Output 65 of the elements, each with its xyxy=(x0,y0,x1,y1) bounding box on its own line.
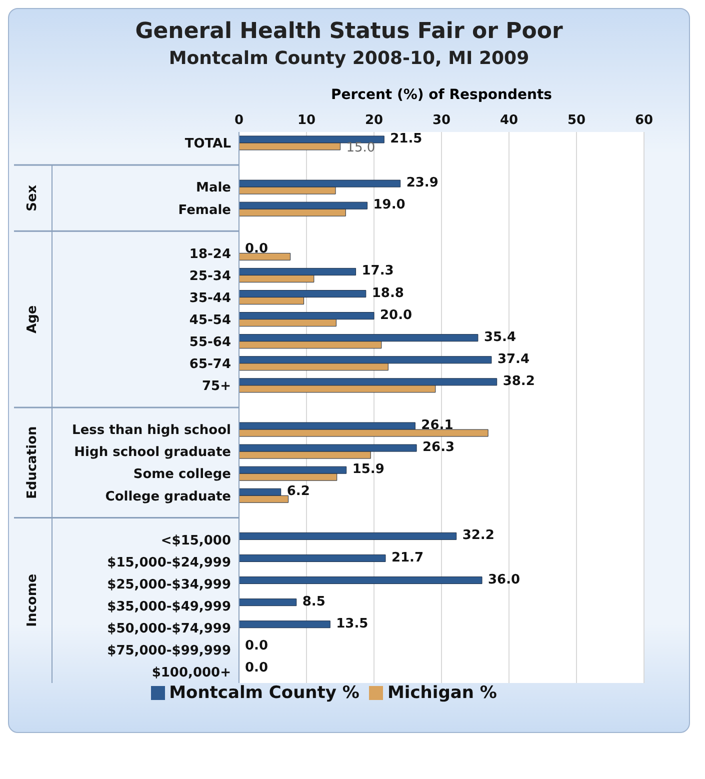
y-tick-label: $35,000-$49,999 xyxy=(107,599,231,614)
text: Education xyxy=(25,426,40,499)
y-tick-label: $25,000-$34,999 xyxy=(107,577,231,592)
y-tick-label: $75,000-$99,999 xyxy=(107,644,231,659)
y-tick-label: Less than high school xyxy=(72,423,231,438)
bar xyxy=(239,532,457,540)
x-tick-label: 0 xyxy=(234,113,244,128)
x-tick-label: 50 xyxy=(567,113,586,128)
bar xyxy=(239,554,386,562)
data-label: 20.0 xyxy=(380,308,412,323)
data-label: 15.9 xyxy=(352,462,384,478)
y-tick-label: 75+ xyxy=(202,379,231,394)
x-axis-title: Percent (%) of Respondents xyxy=(330,87,553,103)
data-label: 6.2 xyxy=(286,484,310,500)
x-tick-label: 40 xyxy=(500,113,518,128)
data-label: 15.0 xyxy=(346,140,376,156)
y-tick-label: Male xyxy=(196,180,232,196)
chart-subtitle: Montcalm County 2008-10, MI 2009 xyxy=(168,48,530,69)
data-label: 18.8 xyxy=(372,286,404,301)
bar xyxy=(239,620,330,628)
data-label: 13.5 xyxy=(336,616,368,632)
bar xyxy=(239,252,291,260)
data-label: 37.4 xyxy=(497,352,530,367)
x-tick-label: 20 xyxy=(364,113,384,128)
data-label: 35.4 xyxy=(484,330,516,345)
bar xyxy=(239,598,297,606)
y-tick-label: 18-24 xyxy=(189,246,231,262)
x-tick-label: 60 xyxy=(634,113,654,128)
y-tick-label: $100,000+ xyxy=(152,666,231,681)
y-tick-label: 45-54 xyxy=(189,312,231,328)
bar xyxy=(239,576,482,584)
y-tick-label: 65-74 xyxy=(189,357,231,372)
legend-label: Michigan % xyxy=(387,683,497,703)
y-tick-label: $15,000-$24,999 xyxy=(107,555,231,570)
y-tick-label: $50,000-$74,999 xyxy=(107,622,231,637)
chart-title: General Health Status Fair or Poor xyxy=(134,19,564,44)
data-label: 17.3 xyxy=(362,264,394,279)
y-tick-label: 55-64 xyxy=(189,334,231,350)
data-label: 21.7 xyxy=(391,550,424,566)
data-label: 0.0 xyxy=(245,638,268,654)
data-label: 23.9 xyxy=(406,176,438,191)
data-label: 36.0 xyxy=(488,572,520,588)
text: Age xyxy=(25,305,40,334)
y-tick-label: TOTAL xyxy=(184,136,231,152)
data-label: 32.2 xyxy=(462,528,494,544)
data-label: 21.5 xyxy=(390,132,422,146)
y-tick-label: Female xyxy=(178,202,232,218)
data-label: 19.0 xyxy=(373,198,406,213)
x-tick-label: 10 xyxy=(297,113,316,128)
data-label: 0.0 xyxy=(245,660,268,676)
y-tick-label: 35-44 xyxy=(189,290,231,306)
legend-label: Montcalm County % xyxy=(169,683,360,703)
data-label: 26.3 xyxy=(422,440,455,456)
y-tick-label: 25-34 xyxy=(189,268,231,284)
data-label: 0.0 xyxy=(245,242,268,257)
y-tick-label: <$15,000 xyxy=(160,533,231,548)
data-label: 38.2 xyxy=(502,374,535,389)
data-label: 8.5 xyxy=(302,594,326,610)
y-tick-label: College graduate xyxy=(105,489,232,504)
y-tick-label: High school graduate xyxy=(74,445,232,460)
y-tick-label: Some college xyxy=(133,467,232,482)
text: Income xyxy=(25,574,40,627)
x-tick-label: 30 xyxy=(432,113,451,128)
data-label: 26.1 xyxy=(421,418,454,434)
text: Sex xyxy=(25,184,40,212)
